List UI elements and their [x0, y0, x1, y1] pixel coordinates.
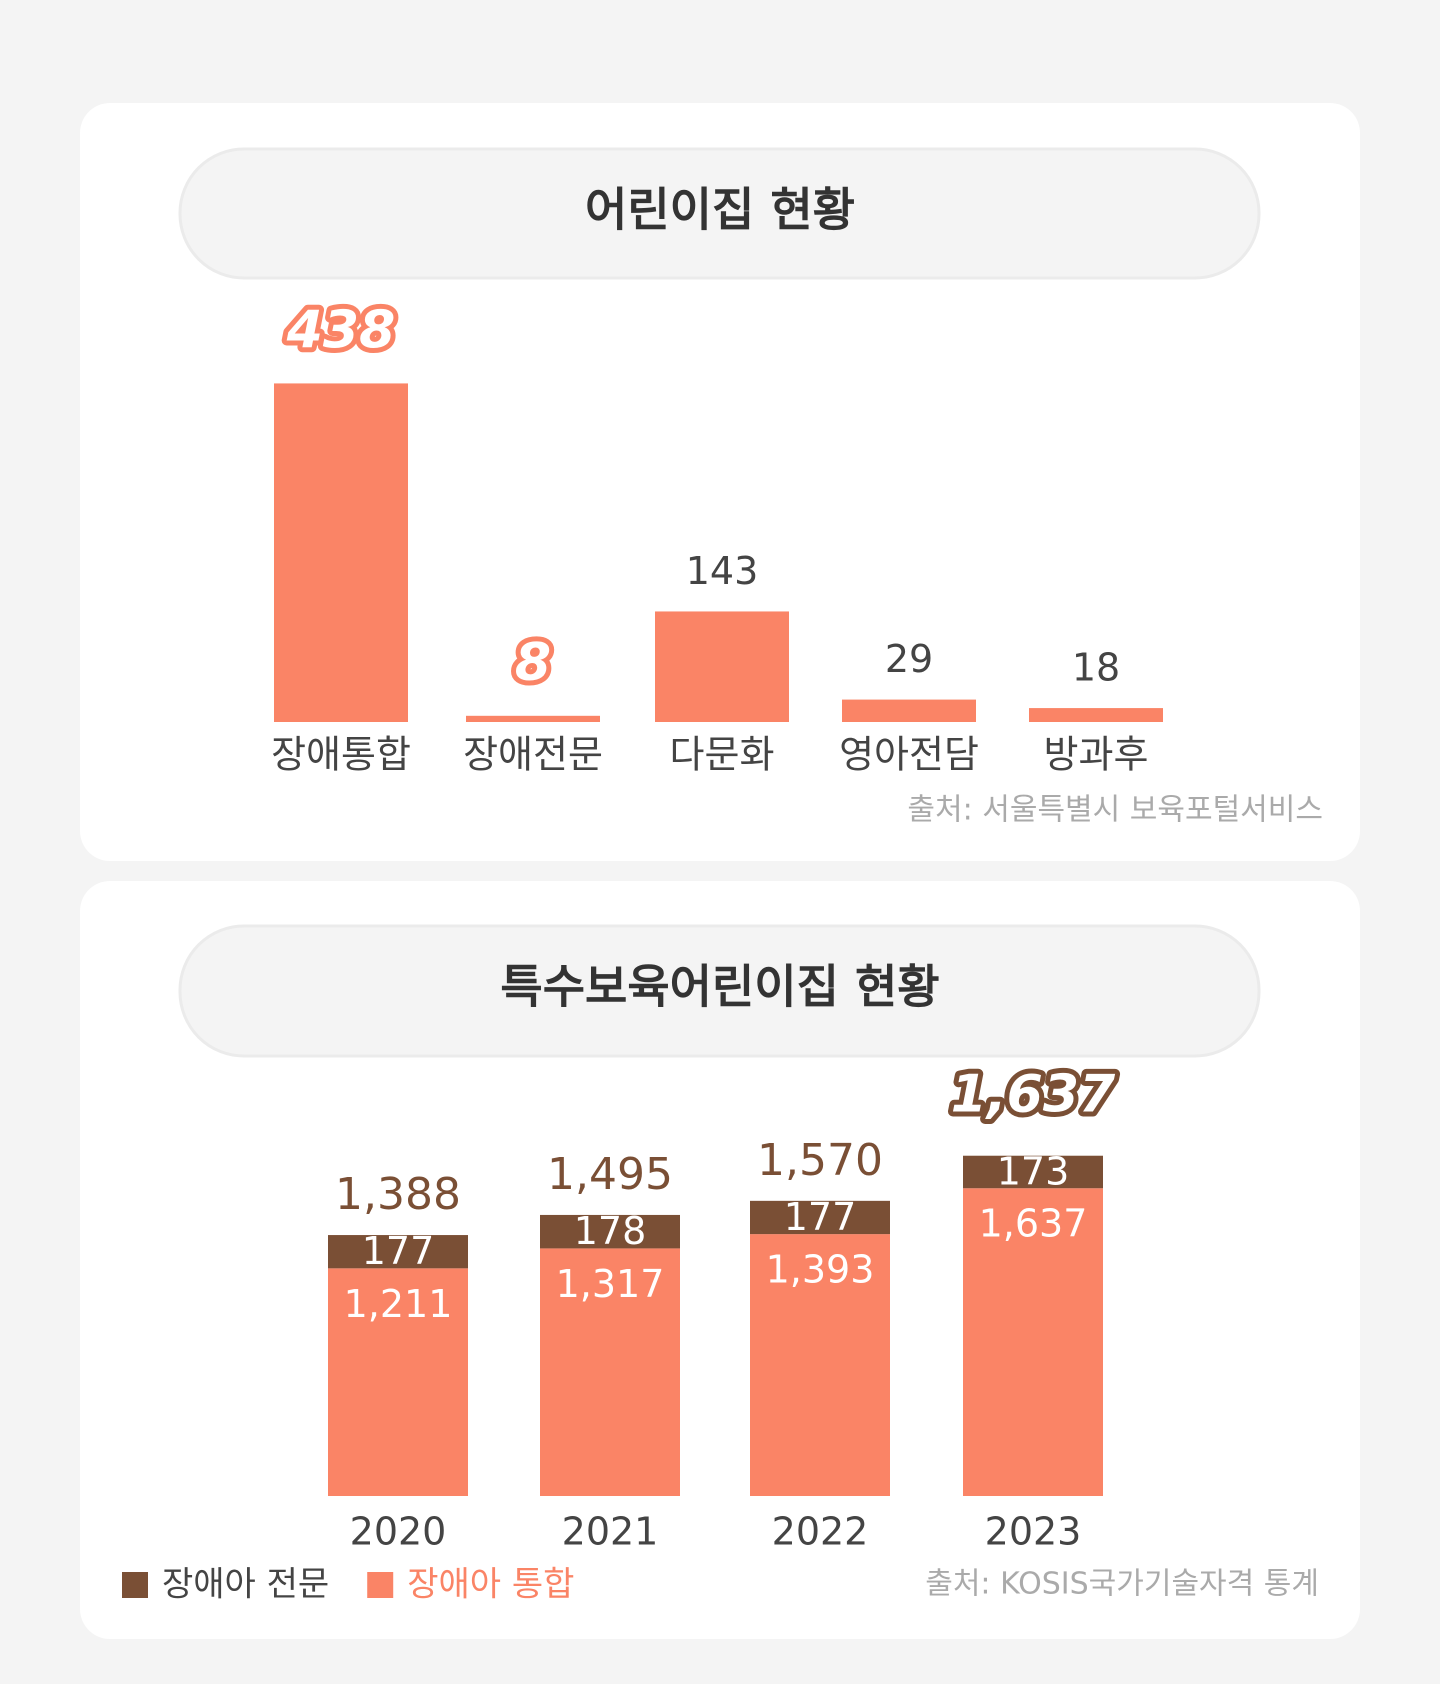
segment-label: 173: [997, 1149, 1070, 1193]
segment-label: 177: [784, 1195, 857, 1239]
source: 출처: KOSIS국가기술자격 통계: [925, 1567, 1319, 1602]
segment-label: 177: [362, 1229, 435, 1273]
bar-segment: [540, 1214, 680, 1249]
title-pill: [178, 924, 1261, 1058]
value-label: 143: [686, 549, 759, 593]
source: 출처: 서울특별시 보육포털서비스: [907, 793, 1323, 828]
title-pill: [178, 147, 1261, 280]
category-label: 장애통합: [271, 733, 411, 777]
bar: [274, 383, 408, 722]
category-label: 2022: [772, 1510, 869, 1554]
segment-label: 1,317: [556, 1262, 665, 1306]
bar: [842, 699, 976, 722]
bar-segment: [328, 1268, 468, 1496]
chart-title: 특수보육어린이집 현황: [500, 960, 939, 1014]
bar: [466, 715, 600, 722]
bar-segment: [328, 1235, 468, 1269]
chart-title: 어린이집 현황: [585, 183, 855, 237]
bar: [655, 611, 789, 722]
category-label: 다문화: [670, 733, 775, 777]
value-label: 29: [885, 637, 933, 681]
legend-swatch: [122, 1572, 148, 1598]
value-label: 18: [1072, 646, 1120, 690]
legend-label: 장애아 통합: [407, 1565, 574, 1605]
highlight-label: 438: [286, 300, 396, 360]
segment-label: 1,211: [344, 1282, 453, 1326]
legend-swatch: [367, 1572, 394, 1598]
bar-segment: [750, 1234, 890, 1496]
bar-segment: [963, 1188, 1103, 1496]
segment-label: 1,393: [766, 1248, 875, 1292]
bar-segment: [963, 1155, 1103, 1189]
category-label: 영아전담: [839, 733, 979, 777]
total-label: 1,388: [335, 1169, 461, 1220]
highlight-total: 1,637: [951, 1065, 1116, 1125]
bar: [1029, 708, 1163, 722]
total-label: 1,495: [547, 1149, 673, 1200]
category-label: 방과후: [1044, 733, 1149, 777]
bar-segment: [540, 1248, 680, 1496]
category-label: 2020: [350, 1510, 447, 1554]
category-label: 2023: [985, 1510, 1082, 1554]
category-label: 2021: [562, 1510, 659, 1554]
segment-label: 178: [574, 1209, 647, 1253]
category-label: 장애전문: [463, 733, 603, 777]
bar-segment: [750, 1200, 890, 1235]
total-label: 1,570: [757, 1135, 883, 1186]
highlight-label: 8: [515, 633, 551, 693]
legend-label: 장애아 전문: [162, 1565, 329, 1605]
segment-label: 1,637: [979, 1202, 1088, 1246]
